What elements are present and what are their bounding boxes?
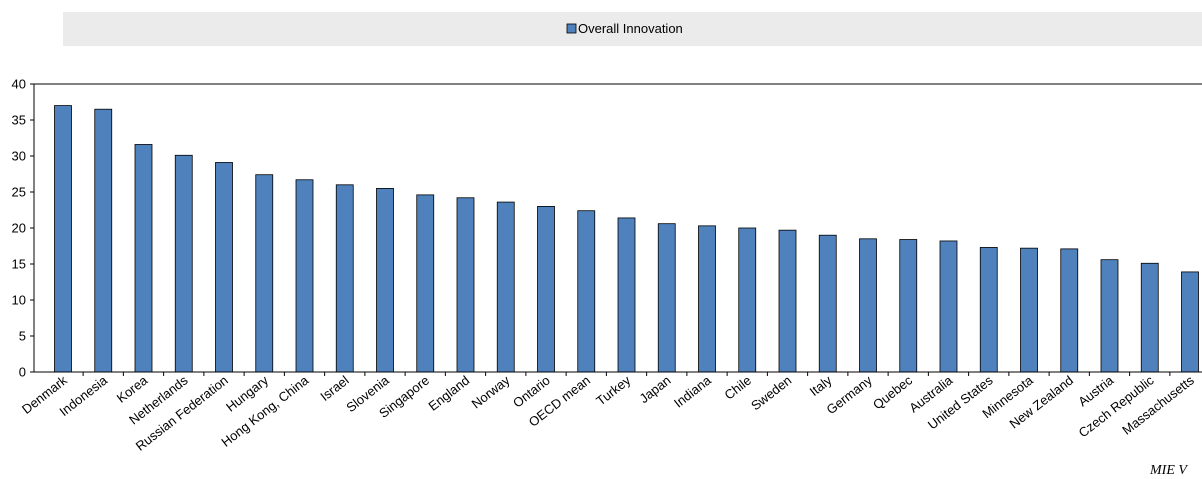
y-tick-label: 40 (12, 77, 26, 92)
bar (698, 225, 716, 373)
x-category-label: Norway (469, 372, 513, 411)
bar (617, 217, 636, 373)
bar (979, 247, 998, 373)
bar (174, 154, 193, 373)
bar (657, 223, 676, 373)
bar (335, 184, 354, 373)
x-category-label: Massachusetts (1119, 372, 1197, 438)
y-tick-label: 15 (12, 257, 26, 272)
bar (54, 105, 72, 373)
bar (295, 179, 314, 373)
x-category-label: Japan (636, 373, 673, 407)
x-category-label: England (426, 373, 473, 414)
y-axis: 0 5 10 15 20 25 30 35 40 (12, 77, 1202, 380)
bar (134, 144, 153, 373)
bar (738, 227, 757, 373)
bar (818, 234, 837, 373)
bar (1100, 259, 1119, 373)
x-category-label: Israel (317, 372, 351, 403)
y-tick-label: 10 (12, 293, 26, 308)
legend-band (63, 12, 1202, 46)
bar (1181, 271, 1199, 373)
x-category-label: Sweden (748, 373, 794, 414)
x-category-label: Turkey (593, 372, 634, 408)
bar (859, 238, 877, 373)
x-category-label: Italy (807, 372, 835, 399)
y-tick-label: 5 (19, 329, 26, 344)
bar (1020, 247, 1038, 373)
bar (496, 201, 515, 373)
bar (939, 240, 958, 373)
bar (376, 187, 394, 373)
bar (1060, 248, 1079, 373)
x-category-label: Indiana (671, 372, 714, 411)
y-tick-label: 25 (12, 185, 26, 200)
bar (416, 194, 435, 373)
x-category-label: Germany (823, 372, 875, 417)
bar (1140, 262, 1159, 373)
y-tick-label: 30 (12, 149, 26, 164)
bar (255, 174, 274, 373)
bar (456, 197, 475, 373)
bar (537, 205, 555, 373)
bar (778, 229, 797, 373)
bar (577, 210, 596, 373)
footer-text: MIE V (1149, 463, 1188, 478)
legend: Overall Innovation (566, 21, 683, 36)
y-tick-label: 20 (12, 221, 26, 236)
bar (899, 239, 918, 373)
bar (94, 108, 113, 373)
y-tick-label: 35 (12, 113, 26, 128)
x-category-label: Chile (722, 373, 755, 403)
legend-label: Overall Innovation (578, 21, 683, 36)
bars (54, 105, 1199, 373)
bar (215, 162, 233, 373)
y-tick-label: 0 (19, 365, 26, 380)
legend-swatch (566, 23, 577, 34)
